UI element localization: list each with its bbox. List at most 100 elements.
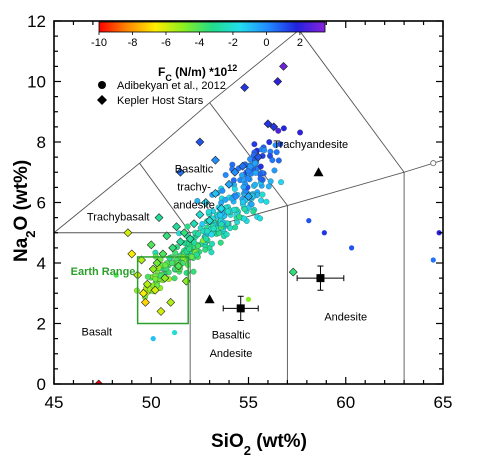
kepler-diamond <box>273 77 283 86</box>
boundary-line <box>403 159 443 173</box>
colorbar-tick-label: 0 <box>263 37 269 49</box>
field-label: Andesite <box>324 311 367 323</box>
sample-circle <box>239 172 245 179</box>
square-point <box>316 274 325 283</box>
colorbar-tick-label: -2 <box>228 37 238 49</box>
legend-circle-marker <box>98 81 106 89</box>
sample-circle <box>297 129 303 136</box>
sample-circle <box>208 249 215 256</box>
sample-circle <box>257 163 264 170</box>
sample-circle <box>199 221 206 227</box>
sample-circle <box>321 230 327 236</box>
sample-circle <box>231 186 238 192</box>
square-point <box>236 304 245 313</box>
sample-circle <box>186 245 192 252</box>
kepler-diamond <box>195 210 205 220</box>
kepler-diamond <box>160 273 170 283</box>
kepler-diamond <box>176 167 185 177</box>
sample-circle <box>208 231 215 238</box>
colorbar: -10 -8 -6 -4 -2 0 2 FC (N/m) *1012 <box>91 21 326 83</box>
field-label: Trachybasalt <box>87 212 150 224</box>
sample-circle <box>280 125 287 132</box>
field-label: Basaltic <box>175 163 214 175</box>
kepler-diamond <box>288 267 298 277</box>
sample-circle <box>205 208 212 215</box>
kepler-diamond <box>174 261 183 271</box>
legend-diamond-marker <box>97 95 107 105</box>
colorbar-tick-label: -6 <box>161 37 171 49</box>
field-label: Andesite <box>210 348 253 360</box>
sample-circle <box>251 141 258 148</box>
sample-circle <box>168 260 175 266</box>
colorbar-tick-label: -10 <box>91 37 107 49</box>
kepler-diamond <box>146 240 156 250</box>
sample-circle <box>150 336 156 342</box>
sample-circle <box>152 276 159 282</box>
sample-circle <box>224 208 231 215</box>
sample-circle <box>171 329 178 336</box>
sample-circle <box>257 215 264 222</box>
boundary-line <box>298 29 405 173</box>
kepler-diamond <box>176 237 185 247</box>
sample-circle <box>252 160 258 167</box>
y-axis-title: Na2O (wt%) <box>11 160 38 262</box>
kepler-diamond <box>127 249 137 259</box>
x-axis-title-sub: 2 <box>244 443 251 458</box>
kepler-diamond <box>189 219 199 229</box>
x-tick-label: 55 <box>239 393 258 412</box>
sample-circle <box>257 175 264 182</box>
sample-circle <box>241 215 248 222</box>
kepler-diamond <box>263 119 273 129</box>
kepler-diamond <box>211 155 220 165</box>
boundary-line <box>54 29 300 234</box>
sample-circle <box>184 223 191 230</box>
kepler-diamond <box>230 167 240 177</box>
kepler-diamond <box>279 61 288 71</box>
x-tick-label: 50 <box>142 393 161 412</box>
kepler-diamond <box>152 258 162 268</box>
colorbar-title-sub: C <box>165 73 172 83</box>
earth-range-label: Earth Range <box>71 266 136 278</box>
sample-circle <box>272 142 279 149</box>
x-tick-label: 60 <box>336 393 355 412</box>
y-tick-label: 2 <box>37 315 46 334</box>
error-bar-points <box>222 265 345 321</box>
kepler-diamond <box>172 222 181 232</box>
field-labels: Trachyandesite Basaltic trachy-andesite Tra… <box>82 139 368 360</box>
kepler-diamond <box>168 243 178 253</box>
colorbar-title-main: F <box>158 65 165 79</box>
sample-circle <box>275 127 282 134</box>
field-label: Trachyandesite <box>273 139 348 151</box>
field-label: Basaltic <box>212 330 251 342</box>
sample-circle <box>222 196 229 203</box>
kepler-diamond <box>195 137 205 147</box>
y-tick-label: 12 <box>27 12 46 31</box>
sample-circle <box>273 149 280 156</box>
kepler-diamond <box>156 306 166 316</box>
legend-label: Kepler Host Stars <box>117 95 204 107</box>
boundary-line <box>139 162 191 234</box>
kepler-diamond <box>201 198 211 207</box>
sample-circle <box>269 157 276 164</box>
earth-range-rect <box>136 256 189 325</box>
sample-circle <box>263 198 270 205</box>
kepler-diamond <box>211 189 220 198</box>
sample-circle <box>204 228 211 235</box>
colorbar-bar <box>98 21 326 33</box>
x-axis-title-tail: (wt%) <box>251 431 307 452</box>
sample-circle <box>172 250 179 257</box>
sample-circle <box>245 296 252 302</box>
sample-circle <box>265 183 272 190</box>
kepler-diamond <box>240 83 250 92</box>
kepler-diamond <box>181 276 191 286</box>
kepler-diamond <box>166 297 176 307</box>
x-axis-title-main: SiO <box>211 431 244 452</box>
kepler-diamond <box>238 161 248 171</box>
sample-circle <box>232 193 239 200</box>
sample-circle <box>194 197 201 204</box>
sample-circle <box>166 254 173 261</box>
sample-circle <box>271 167 278 174</box>
sample-circle <box>306 218 312 224</box>
kepler-diamond <box>154 213 164 223</box>
